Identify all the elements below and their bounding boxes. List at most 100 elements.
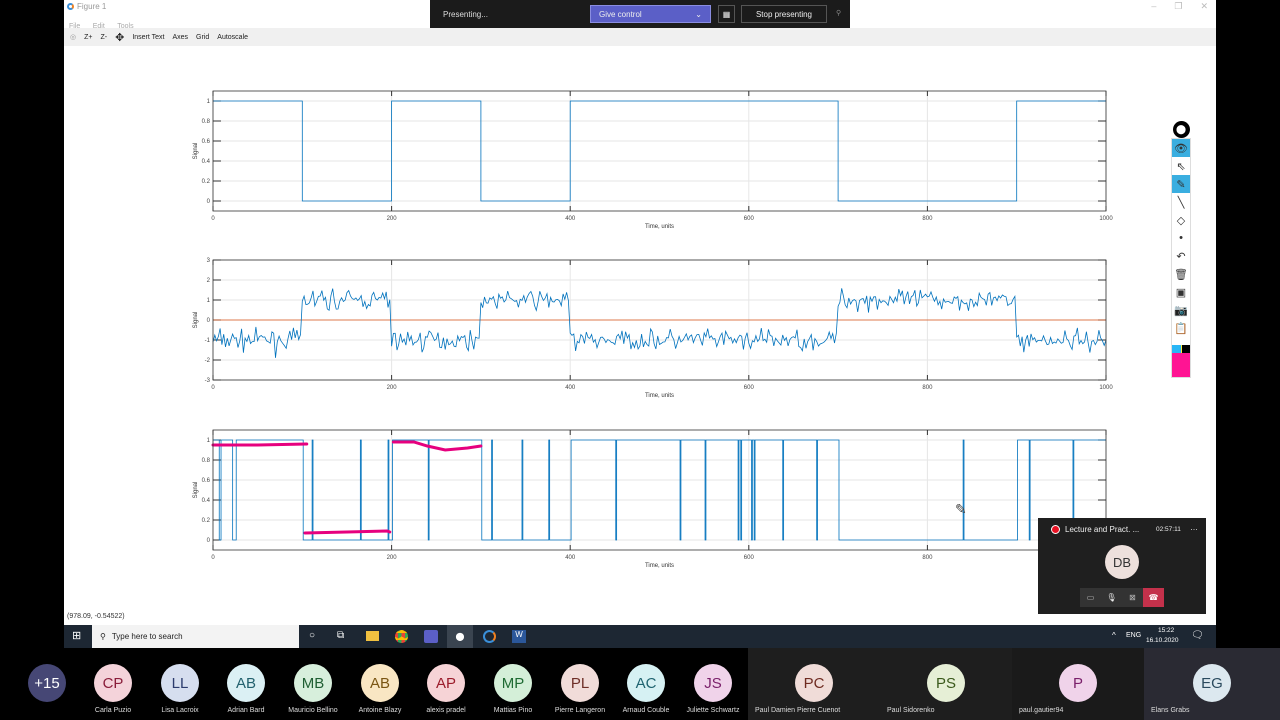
whiteboard-icon[interactable]: ▣ — [1175, 286, 1187, 299]
grid-button[interactable]: Grid — [196, 33, 210, 41]
participant-tile[interactable]: +15 — [2, 648, 92, 720]
x-tick-label: 1000 — [1099, 216, 1113, 222]
undo-icon[interactable]: ↶ — [1176, 250, 1186, 263]
participant-tile[interactable]: EG Elans Grabs — [1144, 648, 1280, 720]
y-tick-label: 0.4 — [202, 498, 211, 504]
camera-icon[interactable]: 📷 — [1174, 304, 1188, 317]
presenting-bar: Presenting... Give control ⌄ ▦ Stop prese… — [430, 0, 850, 28]
clock-date[interactable]: 16.10.2020 — [1146, 637, 1179, 644]
pen-annotation — [391, 440, 483, 452]
dot-icon[interactable]: • — [1179, 232, 1183, 244]
participant-tile[interactable]: AB Antoine Blazy — [335, 648, 425, 720]
subplot-2[interactable]: 0 200 400 600 800 1000 -3 -2 -1 0 1 2 3 Time, units Si… — [193, 258, 1113, 399]
signal-line — [213, 439, 1106, 541]
close-button[interactable]: ✕ — [1200, 1, 1208, 11]
eraser-icon[interactable]: ◇ — [1176, 214, 1186, 227]
cursor-icon[interactable]: ⇖ — [1176, 160, 1186, 173]
save-icon[interactable]: ◎ — [70, 34, 77, 41]
app-logo-icon — [67, 3, 74, 10]
participant-tile[interactable]: AB Adrian Bard — [201, 648, 291, 720]
axes-button[interactable]: Axes — [172, 33, 189, 41]
taskbar-search[interactable]: ⚲ Type here to search — [92, 625, 299, 648]
zoom-in-button[interactable]: Z+ — [84, 33, 93, 41]
stop-share-icon[interactable]: ⊠ — [1129, 593, 1136, 602]
x-tick-label: 200 — [387, 216, 398, 222]
present-options-button[interactable]: ▦ — [718, 5, 735, 23]
minimize-button[interactable]: – — [1151, 1, 1157, 11]
clipboard-icon[interactable]: 📋 — [1174, 322, 1188, 335]
avatar: PL — [561, 664, 599, 702]
x-axis-label: Time, units — [645, 563, 674, 569]
autoscale-button[interactable]: Autoscale — [217, 33, 249, 41]
participant-tile[interactable]: PC Paul Damien Pierre Cuenot — [748, 648, 880, 720]
menu-tools[interactable]: Tools — [117, 23, 134, 30]
insert-text-button[interactable]: Insert Text — [132, 33, 165, 41]
cortana-icon[interactable]: ○ — [309, 630, 316, 641]
y-tick-label: 0.2 — [202, 179, 211, 185]
pan-icon[interactable]: ✥ — [115, 31, 125, 44]
teams-icon[interactable] — [424, 630, 438, 643]
axes-box — [212, 90, 1107, 212]
annotation-toolbar: ⬤ 👁 ⇖ ✎ ╲ ◇ • ↶ 🗑 ▣ 📷 📋 — [1171, 120, 1191, 382]
figure-toolbar: ◎ Z+ Z- ✥ Insert Text Axes Grid Autoscal… — [64, 28, 1216, 46]
avatar: AP — [427, 664, 465, 702]
maximize-button[interactable]: ❐ — [1174, 1, 1183, 11]
y-tick-label: 1 — [207, 438, 211, 444]
zoom-out-button[interactable]: Z- — [100, 33, 108, 41]
participant-tile[interactable]: PL Pierre Langeron — [535, 648, 625, 720]
eye-icon[interactable]: 👁 — [1172, 139, 1190, 157]
participant-tile[interactable]: AC Arnaud Couble — [601, 648, 691, 720]
participant-tile[interactable]: PS Paul Sidorenko — [880, 648, 1012, 720]
x-axis-label: Time, units — [645, 393, 674, 399]
menu-file[interactable]: File — [69, 23, 81, 30]
participant-tile[interactable]: LL Lisa Lacroix — [135, 648, 225, 720]
highlighter-icon[interactable]: ✎ — [1172, 175, 1190, 193]
color-palette[interactable] — [1172, 345, 1190, 377]
y-tick-label: 0.6 — [202, 478, 211, 484]
avatar: CP — [94, 664, 132, 702]
avatar: AB — [361, 664, 399, 702]
trash-icon[interactable]: 🗑 — [1174, 268, 1188, 281]
tray-chevron-icon[interactable]: ^ — [1112, 631, 1116, 640]
microphone-icon[interactable]: 🎙 — [1106, 593, 1117, 602]
participant-tile[interactable]: JS Juliette Schwartz — [668, 648, 758, 720]
pen-annotation — [303, 529, 392, 535]
notifications-icon[interactable]: 🗨 — [1191, 630, 1204, 641]
y-axis-label: Signal — [193, 312, 199, 329]
participant-tile[interactable]: CP Carla Puzio — [68, 648, 158, 720]
avatar: DB — [1105, 545, 1139, 579]
file-explorer-icon[interactable] — [366, 631, 379, 641]
pin-icon[interactable]: ⚲ — [836, 10, 842, 17]
y-tick-label: -1 — [205, 338, 211, 344]
stop-presenting-button[interactable]: Stop presenting — [741, 5, 827, 23]
clock-time[interactable]: 15:22 — [1158, 627, 1175, 634]
participant-tile[interactable]: AP alexis pradel — [401, 648, 491, 720]
hang-up-button[interactable]: ☎ — [1143, 588, 1164, 607]
task-view-icon[interactable]: ⧉ — [337, 630, 345, 641]
windows-start-icon[interactable]: ⊞ — [72, 630, 82, 642]
give-control-dropdown[interactable]: Give control ⌄ — [590, 5, 711, 23]
x-tick-label: 800 — [922, 555, 933, 561]
avatar: PC — [795, 664, 833, 702]
pen-app-taskbar-icon[interactable]: ⬤ — [447, 625, 473, 648]
subplot-1[interactable]: 0 200 400 600 800 1000 0 0.2 0.4 0.6 0.8 1 Time, uni… — [193, 90, 1113, 230]
more-options-button[interactable]: … — [1190, 523, 1198, 532]
participant-name: Pierre Langeron — [554, 707, 606, 714]
participant-name: Antoine Blazy — [358, 707, 402, 714]
chrome-icon[interactable] — [395, 630, 408, 643]
participant-name: paul.gautier94 — [1019, 707, 1064, 714]
participant-tile[interactable]: MP Mattias Pino — [468, 648, 558, 720]
menu-edit[interactable]: Edit — [92, 23, 105, 30]
language-indicator[interactable]: ENG — [1126, 632, 1142, 639]
pen-icon[interactable]: ╲ — [1177, 196, 1185, 209]
participant-tile[interactable]: MB Mauricio Bellino — [268, 648, 358, 720]
pen-app-logo-icon[interactable]: ⬤ — [1171, 120, 1191, 138]
participant-name: Arnaud Couble — [622, 707, 670, 714]
matlab-icon[interactable] — [483, 630, 496, 643]
y-tick-label: 0 — [207, 538, 211, 544]
camera-off-icon[interactable]: ▭ — [1086, 593, 1095, 602]
word-icon[interactable]: W — [512, 630, 526, 643]
x-tick-label: 400 — [565, 216, 576, 222]
